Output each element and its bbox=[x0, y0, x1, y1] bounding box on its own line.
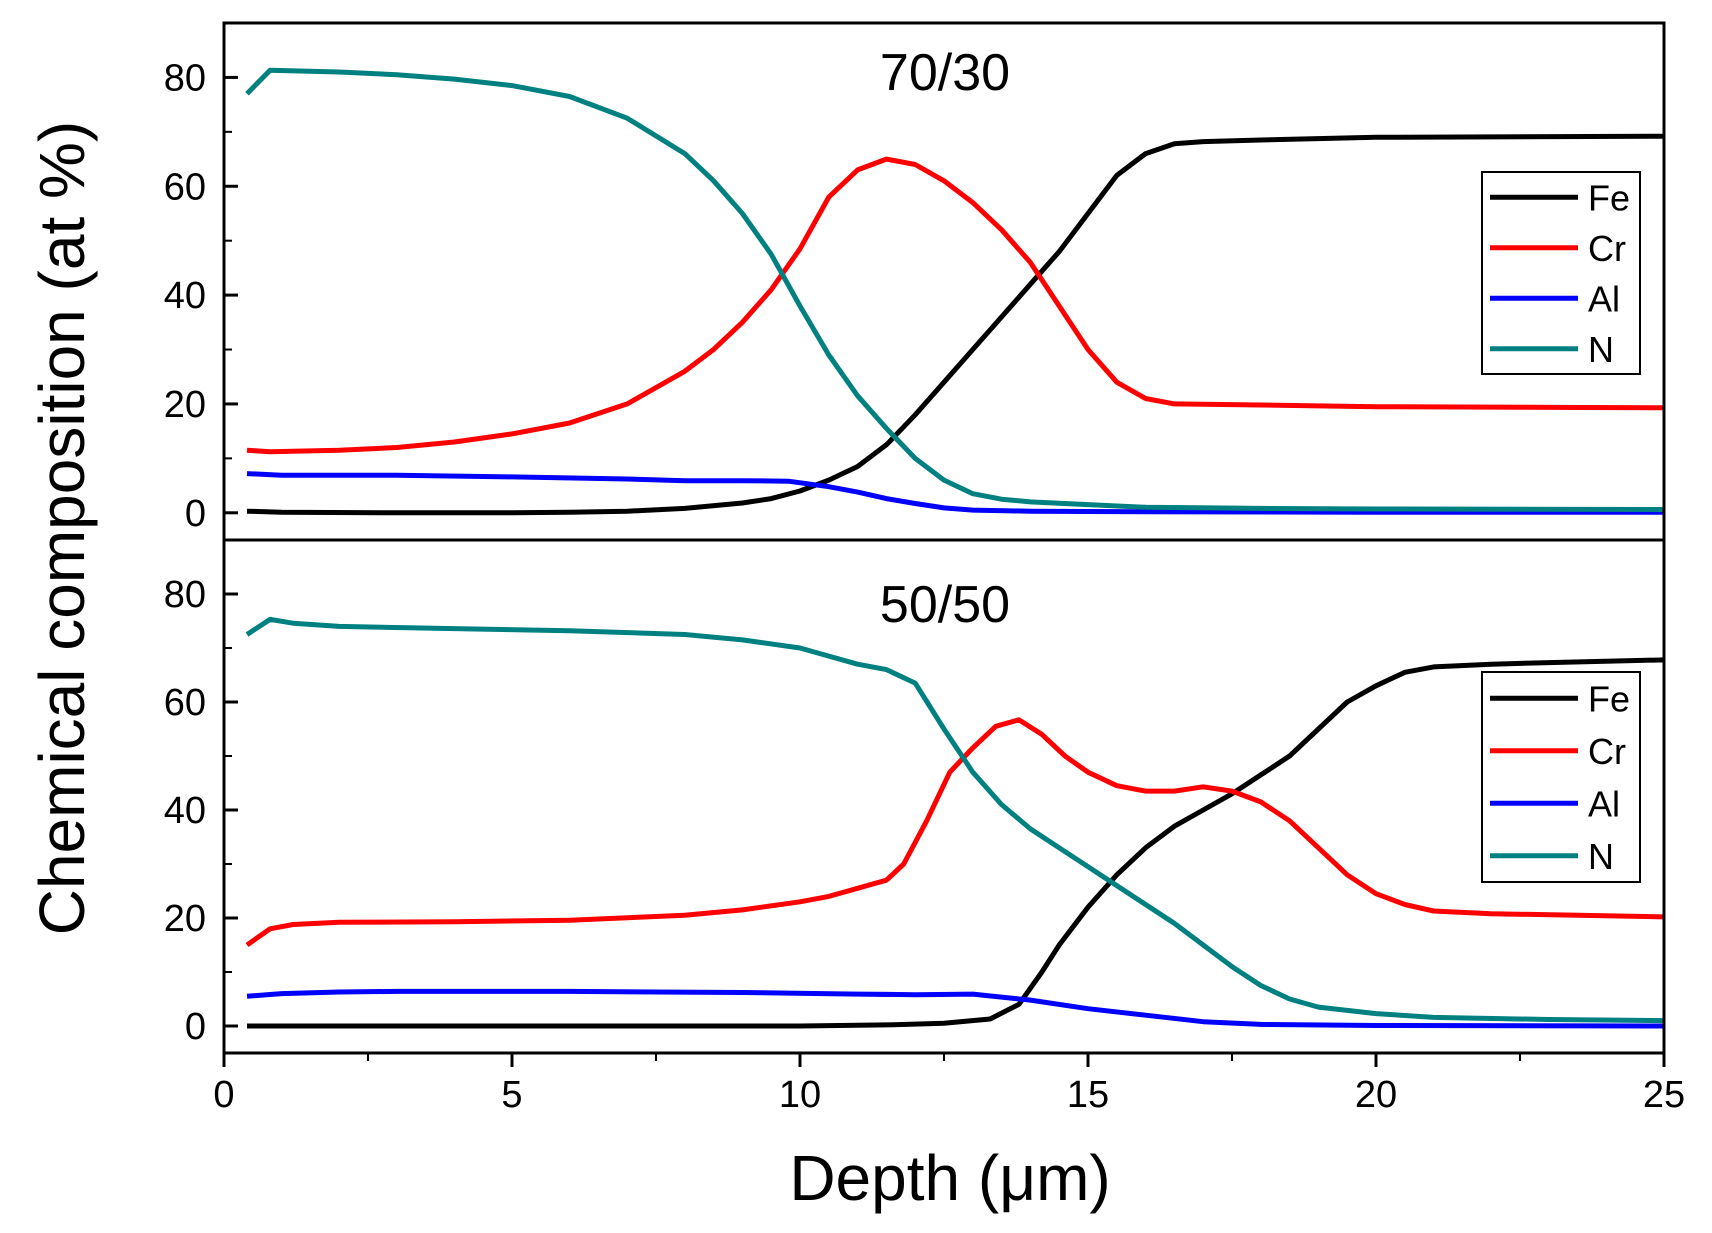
y-tick-label: 0 bbox=[185, 493, 206, 535]
series-line-n bbox=[245, 616, 1664, 1024]
x-tick-label: 20 bbox=[1355, 1074, 1397, 1116]
legend-box bbox=[1481, 671, 1641, 883]
x-tick-label: 5 bbox=[501, 1074, 522, 1116]
series-line-al bbox=[246, 471, 1664, 515]
panel-title: 50/50 bbox=[880, 576, 1010, 634]
legend: Fe Cr Al N bbox=[1481, 671, 1641, 883]
y-tick-label: 80 bbox=[164, 57, 206, 99]
plot-frame bbox=[222, 538, 1666, 1055]
series-line-al bbox=[246, 988, 1664, 1029]
legend: Fe Cr Al N bbox=[1481, 171, 1641, 375]
x-tick-label: 0 bbox=[213, 1074, 234, 1116]
y-axis-title: Chemical composition (at %) bbox=[26, 121, 98, 936]
y-tick-label: 40 bbox=[164, 275, 206, 317]
y-tick-label: 60 bbox=[164, 682, 206, 724]
x-tick-label: 10 bbox=[779, 1074, 821, 1116]
panel-2: 0 20 40 60 80 0 5 10 15 20 25 50/50 Fe Cr Al N bbox=[164, 538, 1685, 1116]
x-axis-title: Depth (μm) bbox=[789, 1142, 1110, 1214]
y-tick-label: 40 bbox=[164, 790, 206, 832]
legend-label-fe: Fe bbox=[1588, 177, 1630, 218]
legend-label-n: N bbox=[1588, 836, 1614, 877]
plot-layer: 0 20 40 60 80 70/30 Fe Cr Al N 0 20 40 60 80 0 5 10 15 20 25… bbox=[164, 21, 1685, 1116]
y-tick-label: 0 bbox=[185, 1006, 206, 1048]
x-tick-label: 25 bbox=[1643, 1074, 1685, 1116]
legend-label-al: Al bbox=[1588, 278, 1620, 319]
legend-label-cr: Cr bbox=[1588, 731, 1626, 772]
panel-1: 0 20 40 60 80 70/30 Fe Cr Al N bbox=[164, 21, 1666, 542]
y-tick-label: 60 bbox=[164, 166, 206, 208]
legend-label-n: N bbox=[1588, 329, 1614, 370]
y-tick-label: 20 bbox=[164, 898, 206, 940]
series-line-cr bbox=[246, 156, 1664, 455]
series-line-cr bbox=[245, 717, 1664, 948]
x-tick-label: 15 bbox=[1067, 1074, 1109, 1116]
series-line-n bbox=[245, 67, 1664, 512]
y-tick-label: 20 bbox=[164, 384, 206, 426]
legend-label-al: Al bbox=[1588, 783, 1620, 824]
y-tick-label: 80 bbox=[164, 574, 206, 616]
legend-box bbox=[1481, 171, 1641, 375]
panel-title: 70/30 bbox=[880, 44, 1010, 102]
legend-label-cr: Cr bbox=[1588, 228, 1626, 269]
series-line-fe bbox=[246, 133, 1664, 516]
series-line-fe bbox=[247, 657, 1664, 1029]
legend-label-fe: Fe bbox=[1588, 678, 1630, 719]
